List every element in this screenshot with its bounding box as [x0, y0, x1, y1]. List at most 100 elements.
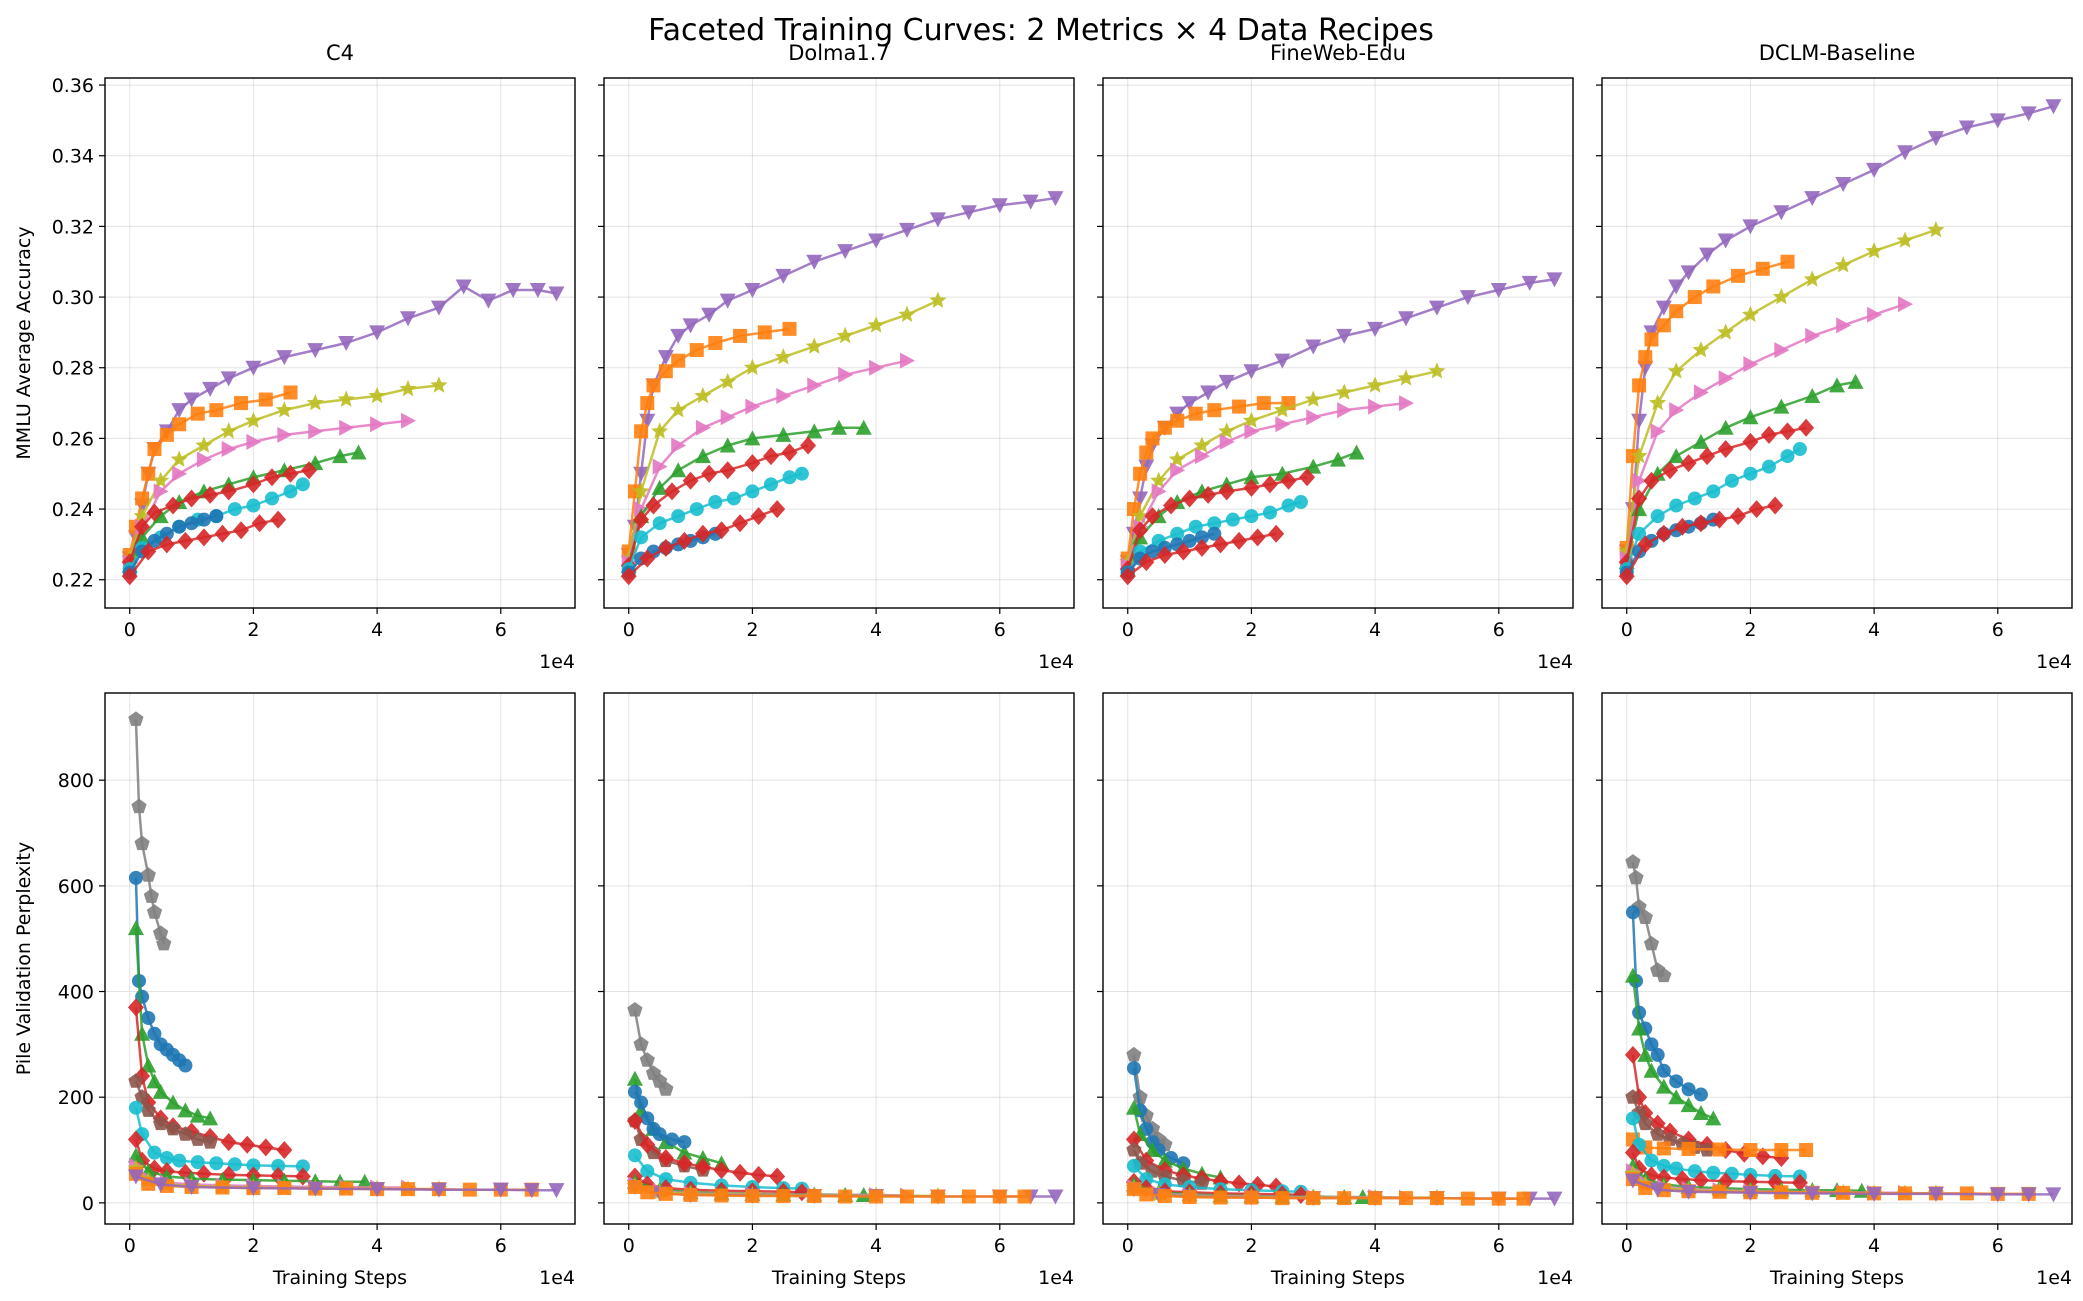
data-point: [1649, 1114, 1666, 1133]
data-point: [195, 436, 213, 453]
data-point: [1207, 526, 1222, 541]
data-point: [1927, 1186, 1944, 1202]
data-point: [135, 491, 150, 506]
data-point: [1712, 1142, 1727, 1157]
figure-title: Faceted Training Curves: 2 Metrics × 4 D…: [648, 13, 1434, 48]
data-point: [1125, 1099, 1142, 1115]
data-point: [782, 470, 797, 485]
data-point: [1644, 1153, 1659, 1168]
data-point: [455, 279, 472, 295]
data-point: [652, 458, 668, 475]
data-point: [430, 1182, 447, 1198]
data-point: [745, 1188, 760, 1203]
data-point: [1156, 1152, 1173, 1168]
data-point: [708, 495, 723, 509]
data-point: [1274, 353, 1291, 369]
subplot-2: 0 2 4 6 1e4 Dolma1.7: [598, 41, 1075, 673]
data-point: [1428, 362, 1446, 379]
data-point: [1669, 498, 1684, 513]
data-point: [131, 798, 147, 814]
data-point: [1927, 131, 1944, 147]
data-point: [750, 507, 767, 526]
data-point: [676, 1144, 693, 1160]
data-point: [1711, 510, 1728, 529]
data-point: [1200, 485, 1217, 504]
data-point: [1625, 1111, 1640, 1126]
data-point: [720, 409, 736, 426]
data-point: [1780, 449, 1795, 464]
data-point: [128, 1100, 143, 1115]
data-point: [1337, 402, 1353, 419]
data-point: [140, 1057, 157, 1073]
data-point: [769, 1167, 786, 1186]
data-point: [1275, 416, 1291, 433]
data-point: [2045, 99, 2062, 115]
data-point: [640, 1185, 655, 1200]
series-orange-11: [1126, 1182, 1531, 1206]
data-point: [1804, 388, 1821, 403]
series-orange-1: [1619, 254, 1795, 555]
data-point: [295, 1159, 310, 1174]
data-point: [146, 904, 163, 919]
data-point: [1249, 528, 1266, 547]
data-point: [1754, 1147, 1771, 1166]
data-point: [1304, 390, 1322, 407]
data-point: [1669, 1161, 1684, 1176]
data-point: [170, 450, 188, 467]
series-red-5: [1618, 418, 1815, 572]
data-point: [1399, 395, 1415, 412]
data-point: [153, 483, 169, 500]
data-point: [1261, 475, 1278, 494]
data-point: [1650, 423, 1666, 440]
data-point: [209, 1156, 224, 1171]
data-point: [1193, 436, 1211, 453]
data-point: [708, 336, 723, 350]
data-point: [152, 1083, 169, 1099]
data-point: [1742, 1185, 1759, 1201]
data-point: [664, 482, 681, 501]
y-tick-label: 400: [58, 982, 94, 1004]
data-point: [1546, 272, 1563, 288]
plot-frame: [1102, 77, 1574, 609]
data-point: [627, 1084, 642, 1099]
data-point: [1188, 406, 1203, 421]
data-point: [713, 1161, 730, 1180]
data-point: [626, 1111, 643, 1130]
data-point: [172, 417, 187, 432]
data-point: [1692, 1171, 1709, 1190]
data-point: [1306, 1191, 1321, 1206]
data-point: [627, 1148, 642, 1163]
data-point: [1687, 290, 1702, 305]
data-point: [1182, 1190, 1197, 1205]
data-point: [1022, 194, 1039, 210]
x-tick-label: 0: [1122, 619, 1134, 641]
data-point: [805, 337, 823, 354]
data-point: [239, 1135, 256, 1154]
data-point: [1170, 526, 1185, 541]
x-tick-label: 0: [1621, 1235, 1633, 1257]
data-point: [1669, 1074, 1684, 1089]
data-point: [1680, 454, 1697, 473]
data-point: [209, 403, 224, 418]
data-point: [234, 396, 249, 411]
series-cyan-6: [621, 466, 809, 577]
data-point: [1866, 1186, 1883, 1202]
data-point: [171, 403, 188, 419]
data-point: [196, 512, 211, 527]
subplot-7: 0 2 4 6 1e4 Training Steps: [1097, 692, 1574, 1289]
data-point: [245, 475, 262, 494]
data-point: [368, 387, 386, 404]
data-point: [220, 422, 238, 439]
data-point: [1655, 1078, 1672, 1094]
y-tick-label: 0.24: [52, 499, 94, 521]
data-point: [657, 538, 674, 557]
data-point: [837, 244, 854, 260]
data-point: [1898, 296, 1914, 313]
data-point: [1244, 423, 1260, 440]
data-point: [658, 1081, 674, 1096]
series-red-5: [620, 436, 817, 575]
data-point: [350, 444, 367, 460]
data-point: [627, 1002, 643, 1017]
data-point: [744, 430, 761, 446]
data-point: [183, 1180, 200, 1196]
